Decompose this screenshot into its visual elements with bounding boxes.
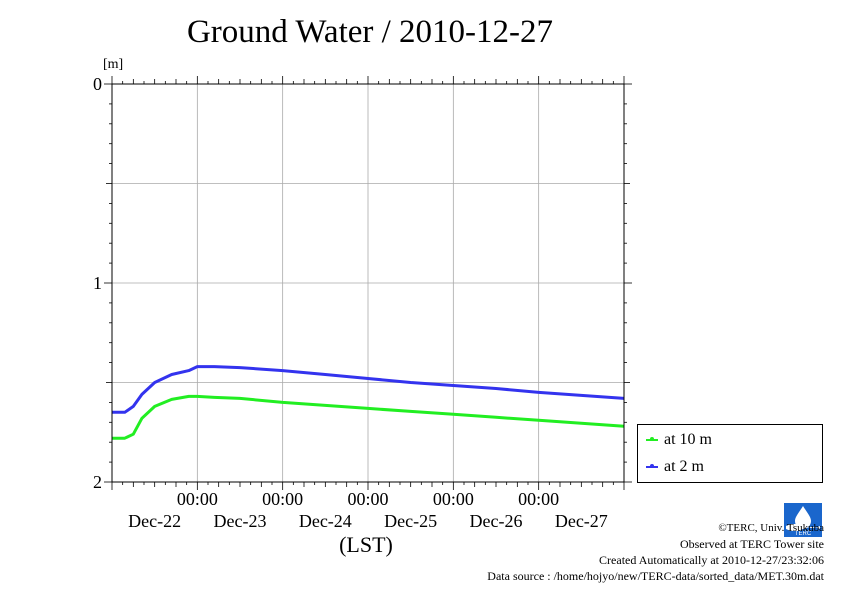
legend: at 10 m at 2 m: [637, 424, 823, 483]
y-axis-unit-label: [m]: [103, 57, 124, 72]
x-date-label: Dec-23: [214, 511, 267, 531]
legend-item-10m: at 10 m: [646, 431, 712, 449]
series-line-1: [112, 365, 625, 414]
x-date-label: Dec-24: [299, 511, 352, 531]
x-date-label: Dec-27: [555, 511, 608, 531]
y-tick-label: 0: [93, 74, 102, 94]
x-date-label: Dec-25: [384, 511, 437, 531]
x-date-label: Dec-26: [470, 511, 523, 531]
created-text: Created Automatically at 2010-12-27/23:3…: [599, 553, 824, 567]
observed-text: Observed at TERC Tower site: [679, 537, 824, 551]
legend-swatch-10m: [646, 437, 658, 441]
source-text: Data source : /home/hojyo/new/TERC-data/…: [487, 569, 824, 583]
x-tick-time-label: 00:00: [347, 489, 388, 509]
series-line-0: [112, 394, 625, 440]
x-tick-time-label: 00:00: [177, 489, 218, 509]
credits-block: ©TERC, Univ. Tsukuba Observed at TERC To…: [487, 520, 824, 584]
x-axis-label: (LST): [339, 532, 393, 557]
copyright-text: ©TERC, Univ. Tsukuba: [718, 522, 824, 534]
x-tick-time-label: 00:00: [518, 489, 559, 509]
x-date-label: Dec-22: [128, 511, 181, 531]
legend-swatch-2m: [646, 464, 658, 468]
x-tick-time-label: 00:00: [262, 489, 303, 509]
legend-label-10m: at 10 m: [664, 431, 712, 448]
logo-text: TERC: [795, 531, 812, 537]
chart-title: Ground Water / 2010-12-27: [186, 14, 554, 50]
legend-item-2m: at 2 m: [646, 458, 704, 476]
ticks-layer: [104, 76, 632, 490]
legend-label-2m: at 2 m: [664, 458, 704, 475]
x-tick-time-label: 00:00: [433, 489, 474, 509]
y-tick-label: 2: [93, 472, 102, 492]
y-tick-label: 1: [93, 273, 102, 293]
series-layer: [112, 365, 625, 440]
terc-logo-icon: TERC: [784, 503, 822, 537]
